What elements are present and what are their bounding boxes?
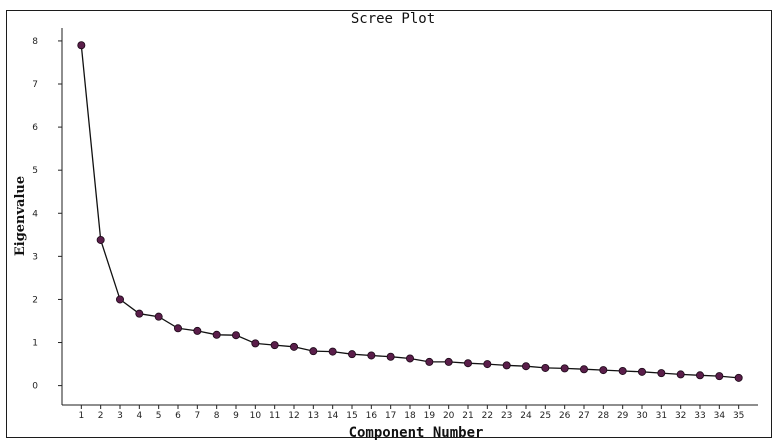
x-tick-label: 32 [675, 411, 686, 421]
x-tick-label: 4 [136, 411, 142, 421]
y-tick-label: 4 [32, 209, 38, 219]
x-tick-label: 17 [385, 411, 396, 421]
x-tick-label: 16 [366, 411, 378, 421]
data-point [154, 312, 163, 321]
x-tick-label: 3 [117, 411, 123, 421]
data-point [347, 350, 356, 359]
data-point [251, 339, 260, 348]
y-tick-label: 1 [32, 339, 38, 349]
data-point [502, 361, 511, 370]
data-point [212, 330, 221, 339]
x-tick-label: 30 [636, 411, 648, 421]
y-tick-label: 8 [32, 37, 38, 47]
data-point [386, 352, 395, 361]
data-point [367, 351, 376, 360]
x-tick-label: 29 [617, 411, 629, 421]
x-tick-label: 12 [288, 411, 299, 421]
x-tick-label: 23 [501, 411, 512, 421]
x-tick-label: 34 [714, 411, 726, 421]
data-point [425, 357, 434, 366]
x-tick-label: 20 [443, 411, 455, 421]
x-tick-label: 15 [346, 411, 357, 421]
data-point [77, 41, 86, 50]
data-point [463, 359, 472, 368]
x-tick-label: 35 [733, 411, 744, 421]
data-point [444, 357, 453, 366]
x-tick-label: 25 [540, 411, 551, 421]
data-point [715, 372, 724, 381]
data-point [638, 367, 647, 376]
x-tick-label: 7 [194, 411, 200, 421]
data-point [734, 373, 743, 382]
x-tick-label: 14 [327, 411, 339, 421]
data-point [231, 331, 240, 340]
data-point [483, 360, 492, 369]
y-tick-label: 0 [32, 382, 38, 392]
data-point [193, 326, 202, 335]
y-tick-label: 5 [32, 166, 38, 176]
data-point [657, 369, 666, 378]
chart-frame [6, 10, 772, 438]
x-tick-label: 13 [308, 411, 319, 421]
y-axis-label: Eigenvalue [13, 176, 28, 256]
x-tick-label: 31 [656, 411, 667, 421]
x-tick-label: 1 [78, 411, 84, 421]
data-point [135, 309, 144, 318]
data-point [173, 324, 182, 333]
x-tick-label: 22 [482, 411, 493, 421]
data-point [96, 235, 105, 244]
data-point [599, 366, 608, 375]
x-tick-label: 26 [559, 411, 571, 421]
y-tick-label: 2 [32, 295, 38, 305]
data-point [328, 347, 337, 356]
x-tick-label: 19 [424, 411, 436, 421]
y-tick-label: 6 [32, 123, 38, 133]
x-tick-label: 9 [233, 411, 239, 421]
x-tick-label: 11 [269, 411, 280, 421]
data-point [541, 363, 550, 372]
x-axis-label: Component Number [349, 425, 484, 441]
x-tick-label: 18 [404, 411, 416, 421]
data-point [618, 366, 627, 375]
data-point [405, 354, 414, 363]
data-point [270, 341, 279, 350]
x-tick-label: 6 [175, 411, 181, 421]
data-point [676, 370, 685, 379]
x-tick-label: 10 [250, 411, 262, 421]
x-tick-label: 2 [98, 411, 104, 421]
data-point [696, 371, 705, 380]
y-tick-label: 3 [32, 252, 38, 262]
data-point [116, 295, 125, 304]
x-tick-label: 33 [694, 411, 705, 421]
data-point [309, 347, 318, 356]
x-tick-label: 28 [598, 411, 610, 421]
x-tick-label: 24 [520, 411, 532, 421]
data-point [522, 362, 531, 371]
y-tick-label: 7 [32, 80, 38, 90]
data-point [560, 364, 569, 373]
data-point [289, 342, 298, 351]
chart-title: Scree Plot [351, 11, 435, 27]
data-point [580, 365, 589, 374]
x-tick-label: 5 [156, 411, 162, 421]
x-tick-label: 27 [578, 411, 589, 421]
x-tick-label: 8 [214, 411, 220, 421]
x-tick-label: 21 [462, 411, 473, 421]
